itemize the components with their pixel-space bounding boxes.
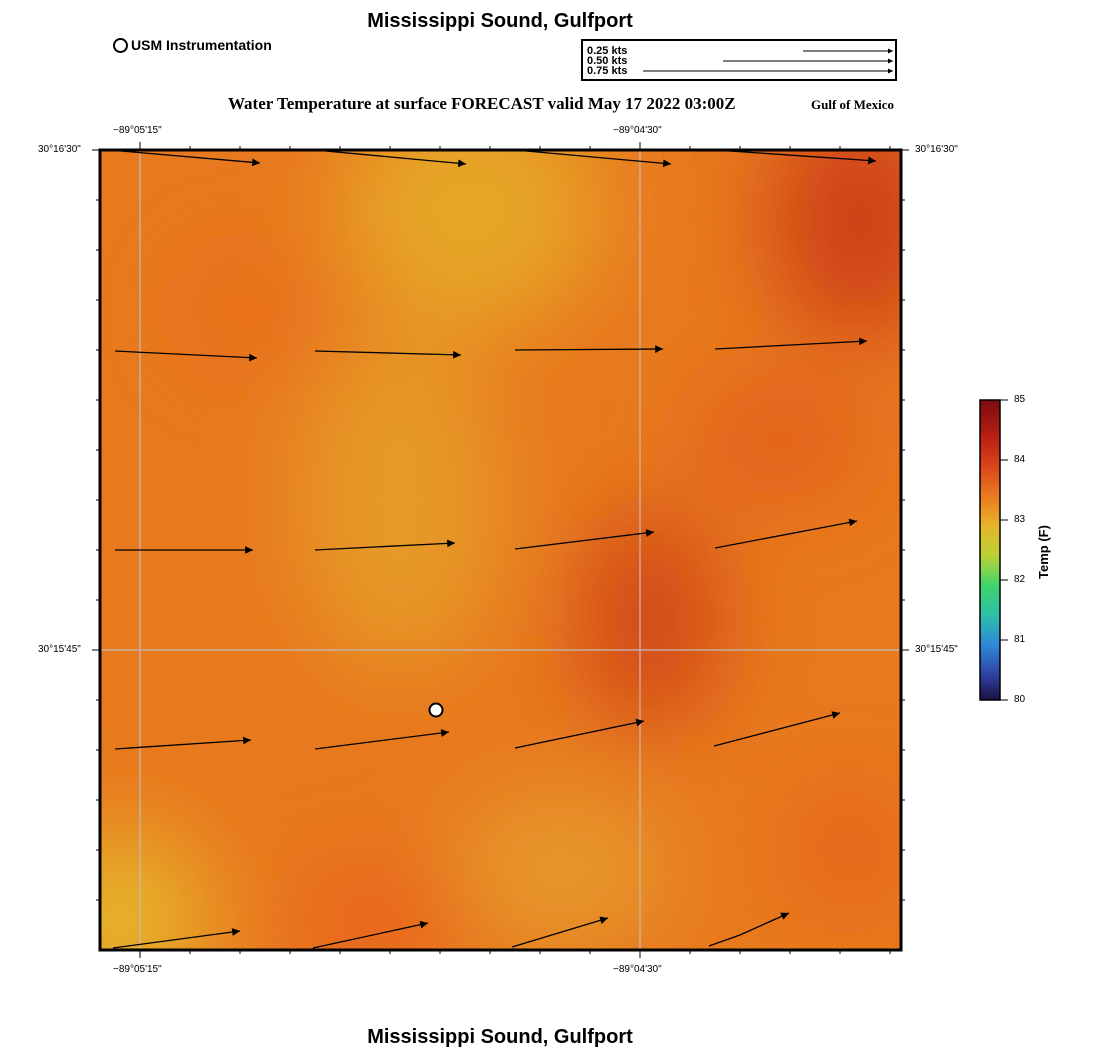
lat-tick-left-1: 30°16'30" (38, 144, 81, 155)
colorbar-tick-82: 82 (1014, 574, 1026, 585)
station-legend: USM Instrumentation (113, 37, 272, 53)
current-vector (114, 350, 258, 362)
current-vector (708, 912, 790, 947)
lat-tick-right-1: 30°16'30" (915, 144, 958, 155)
current-vector (714, 337, 868, 350)
scale-arrows (643, 48, 893, 74)
colorbar-tick-84: 84 (1014, 454, 1026, 465)
current-vector (314, 539, 456, 551)
scale-label-025: 0.25 kts (587, 45, 628, 57)
current-vector (514, 149, 672, 168)
map-subtitle: Water Temperature at surface FORECAST va… (228, 94, 736, 113)
current-vector (314, 149, 467, 168)
lon-tick-top-1: −89°05'15" (113, 125, 162, 136)
station-legend-label: USM Instrumentation (131, 37, 272, 53)
current-vector (114, 736, 252, 750)
colorbar (979, 399, 1001, 701)
colorbar-tick-83: 83 (1014, 514, 1026, 525)
current-vector (514, 529, 655, 550)
current-vector (714, 518, 858, 549)
scale-label-075: 0.75 kts (587, 65, 628, 77)
current-vector (511, 916, 609, 948)
colorbar-title: Temp (F) (1036, 525, 1051, 579)
lat-tick-right-2: 30°15'45" (915, 644, 958, 655)
colorbar-tick-81: 81 (1014, 634, 1026, 645)
map-footer-title: Mississippi Sound, Gulfport (367, 1026, 633, 1048)
vector-scale-box: 0.25 kts 0.50 kts 0.75 kts (581, 39, 897, 81)
current-vector (314, 729, 450, 750)
region-label: Gulf of Mexico (811, 97, 895, 112)
lon-tick-bottom-2: −89°04'30" (613, 964, 662, 975)
usm-station-marker (428, 702, 444, 718)
current-vector (713, 711, 841, 747)
scale-label-050: 0.50 kts (587, 55, 628, 67)
lon-tick-bottom-1: −89°05'15" (113, 964, 162, 975)
current-vector (514, 718, 645, 749)
current-vector (314, 350, 462, 359)
frame-ticks (92, 142, 909, 958)
current-vector (312, 920, 429, 949)
lat-tick-left-2: 30°15'45" (38, 644, 81, 655)
colorbar-tick-80: 80 (1014, 694, 1026, 705)
current-vectors (109, 149, 877, 949)
current-vector (714, 149, 877, 165)
colorbar-tick-85: 85 (1014, 394, 1026, 405)
lon-tick-top-2: −89°04'30" (613, 125, 662, 136)
current-vector (514, 345, 664, 353)
current-vector (109, 149, 261, 167)
colorbar-ticks (1000, 399, 1008, 701)
map-title: Mississippi Sound, Gulfport (367, 10, 633, 32)
station-marker-icon (113, 37, 128, 53)
current-vector (112, 928, 241, 949)
